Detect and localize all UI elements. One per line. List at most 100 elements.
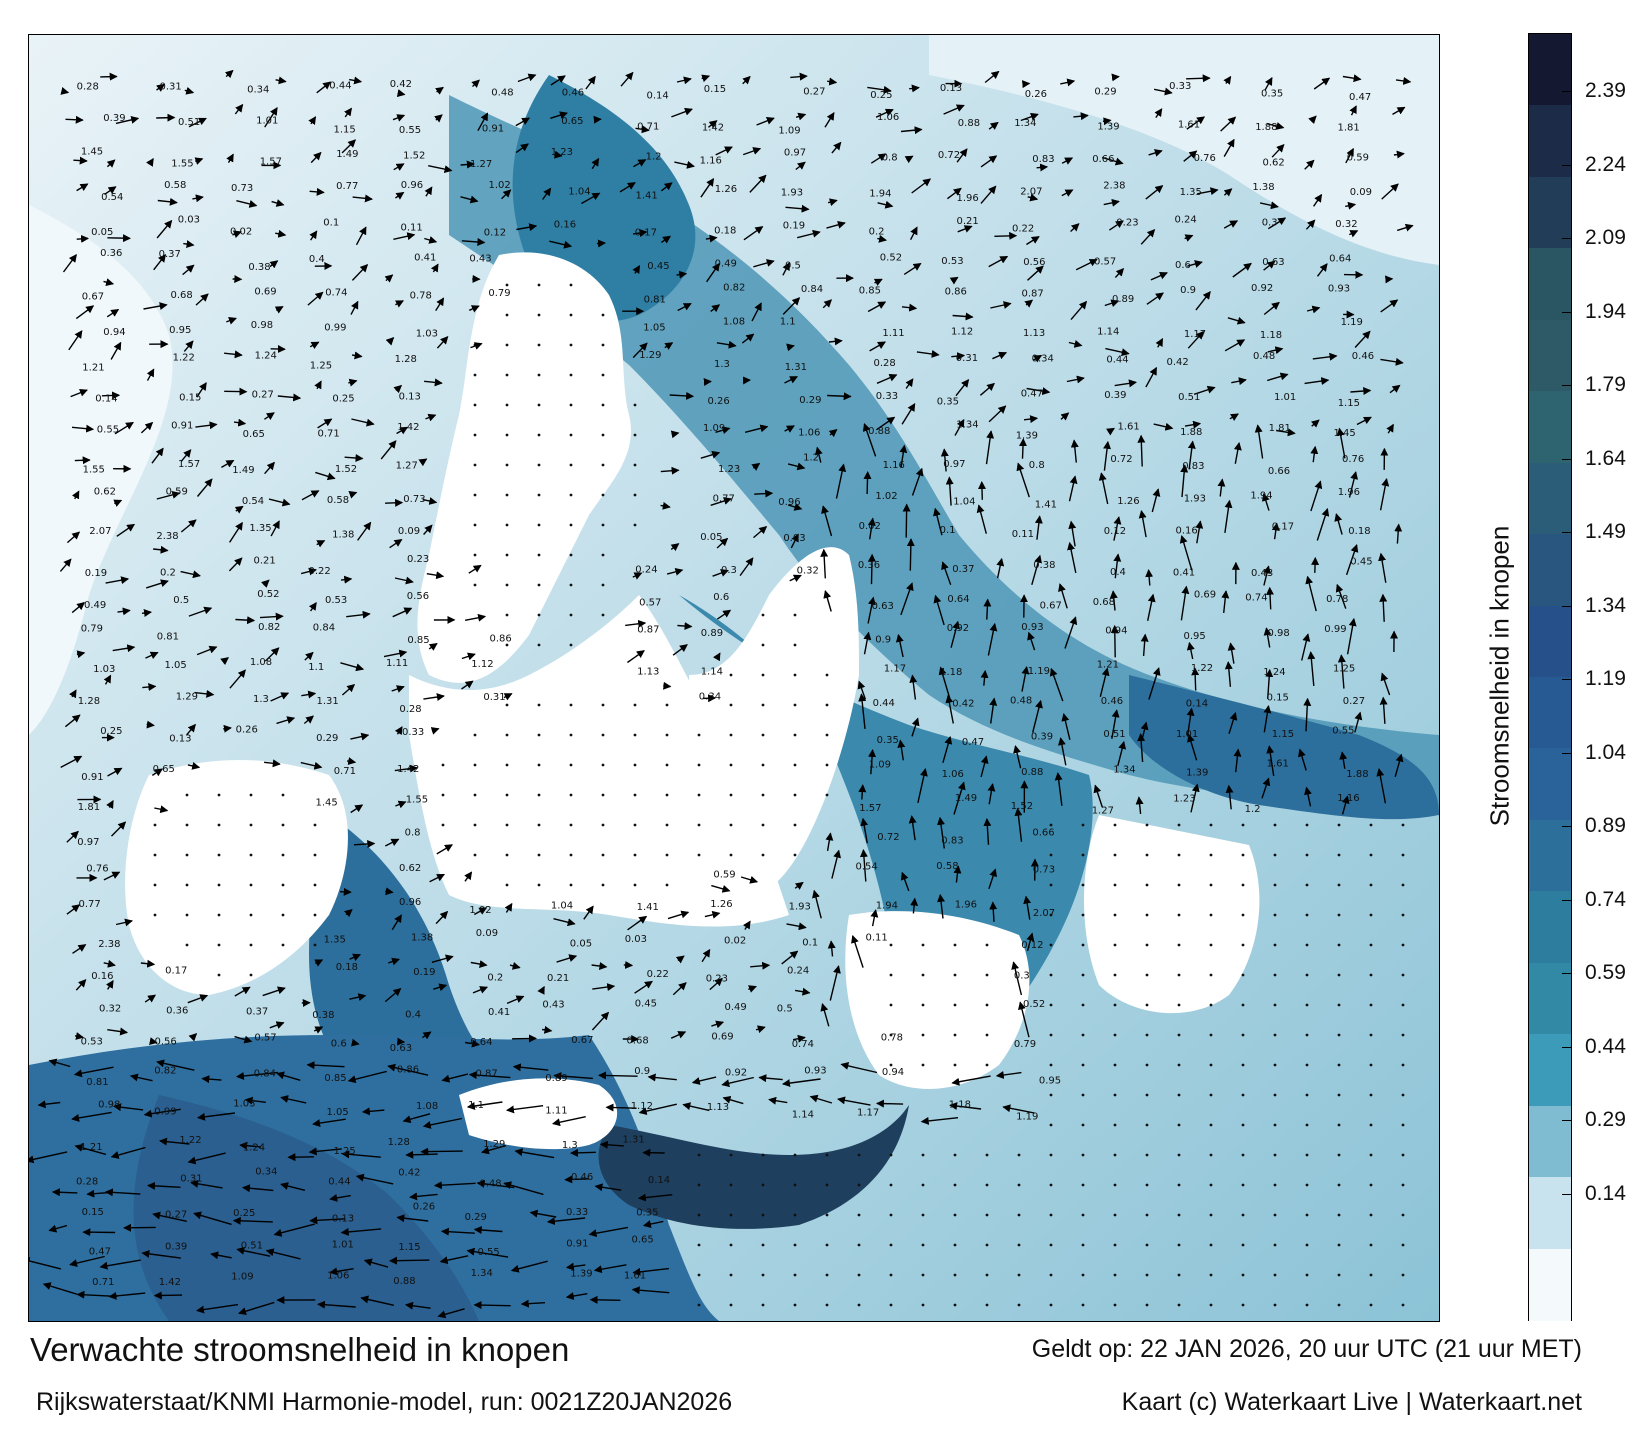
current-arrow [348, 378, 358, 387]
current-arrow [385, 498, 404, 507]
light-sea-west [29, 205, 173, 735]
speed-label: 1.06 [798, 427, 820, 438]
grid-dot [1209, 1093, 1213, 1097]
current-arrow [353, 839, 376, 848]
current-arrow [916, 349, 940, 358]
colorbar-tick [1562, 458, 1571, 460]
current-arrow [1109, 220, 1124, 231]
current-arrow [797, 229, 821, 239]
current-arrow [1349, 105, 1357, 116]
speed-label: 1.16 [1337, 793, 1359, 804]
grid-dot [633, 493, 637, 497]
grid-dot [217, 883, 221, 887]
grid-dot [1049, 1003, 1053, 1007]
grid-dot [1113, 1183, 1117, 1187]
speed-label: 0.46 [1101, 696, 1123, 707]
speed-label: 0.9 [875, 635, 891, 646]
current-arrow [105, 576, 130, 585]
speed-label: 0.9 [634, 1066, 650, 1077]
current-arrow [107, 1027, 129, 1036]
colorbar-segment [1529, 462, 1571, 536]
current-arrow [1396, 223, 1414, 232]
current-arrow [440, 1227, 475, 1236]
grid-dot [793, 793, 797, 797]
grid-dot [1305, 1003, 1309, 1007]
grid-dot [1241, 1003, 1245, 1007]
current-arrow [591, 1011, 610, 1031]
current-arrow [954, 418, 965, 436]
current-arrow [911, 467, 924, 496]
grid-dot [569, 523, 573, 527]
speed-label: 0.51 [241, 1241, 263, 1252]
current-arrow [814, 446, 823, 463]
current-arrow [591, 157, 600, 170]
current-arrow [957, 225, 973, 233]
current-arrow [1376, 768, 1387, 804]
speed-label: 0.5 [785, 261, 801, 272]
current-arrow [1111, 73, 1120, 82]
grid-dot [1113, 1093, 1117, 1097]
model-source: Rijkswaterstaat/KNMI Harmonie-model, run… [36, 1388, 733, 1416]
current-arrow [107, 767, 123, 777]
grid-dot [1273, 1003, 1277, 1007]
grid-dot [1081, 1243, 1085, 1247]
speed-label: 0.8 [405, 827, 421, 838]
current-arrow [672, 644, 688, 656]
speed-label: 0.95 [1039, 1075, 1061, 1086]
current-arrow [716, 537, 729, 549]
current-arrow [782, 297, 801, 315]
grid-dot [537, 433, 541, 437]
current-arrow [1002, 1104, 1035, 1114]
current-arrow [751, 302, 762, 322]
current-arrow [107, 234, 131, 243]
current-arrow [1339, 751, 1348, 769]
speed-label: 0.27 [252, 389, 274, 400]
grid-dot [1337, 973, 1341, 977]
current-arrow [716, 340, 737, 349]
current-arrow [343, 908, 353, 918]
grid-dot [1401, 1003, 1405, 1007]
current-arrow [1013, 745, 1022, 769]
current-arrow [503, 1181, 544, 1196]
current-arrow [308, 601, 317, 612]
current-arrow [116, 523, 136, 537]
speed-label: 0.42 [1167, 357, 1189, 368]
speed-label: 0.02 [230, 226, 252, 237]
speed-label: 0.28 [77, 82, 99, 93]
current-arrow [329, 1193, 351, 1202]
current-arrow [632, 572, 643, 580]
current-arrow [1335, 583, 1347, 609]
grid-dot [601, 463, 605, 467]
speed-label: 1.19 [1016, 1112, 1038, 1123]
current-arrow [144, 994, 157, 1003]
current-arrow [1113, 553, 1122, 579]
grid-dot [1081, 853, 1085, 857]
current-arrow [103, 278, 115, 287]
speed-label: 1.15 [334, 125, 356, 136]
current-arrow [1054, 772, 1063, 806]
speed-label: 0.67 [1040, 601, 1062, 612]
speed-label: 0.45 [647, 261, 669, 272]
grid-dot [1401, 883, 1405, 887]
current-arrow [180, 449, 192, 462]
speed-label: 0.89 [545, 1073, 567, 1084]
current-arrow [470, 342, 483, 350]
current-arrow [351, 263, 369, 281]
colorbar-segment [1529, 34, 1571, 107]
current-arrow [344, 107, 352, 118]
grid-dot [1113, 943, 1117, 947]
current-arrow [705, 234, 718, 243]
grid-dot [569, 883, 573, 887]
current-arrow [1186, 74, 1211, 83]
speed-label: 0.88 [1021, 767, 1043, 778]
grid-dot [1241, 883, 1245, 887]
current-arrow [197, 1112, 235, 1121]
current-arrow [822, 299, 833, 309]
current-arrow [585, 75, 596, 90]
speed-label: 0.48 [1253, 351, 1275, 362]
grid-dot [1081, 1033, 1085, 1037]
current-arrow [827, 198, 838, 207]
current-arrow [1058, 583, 1068, 609]
current-arrow [1356, 416, 1372, 426]
current-arrow [195, 293, 209, 306]
